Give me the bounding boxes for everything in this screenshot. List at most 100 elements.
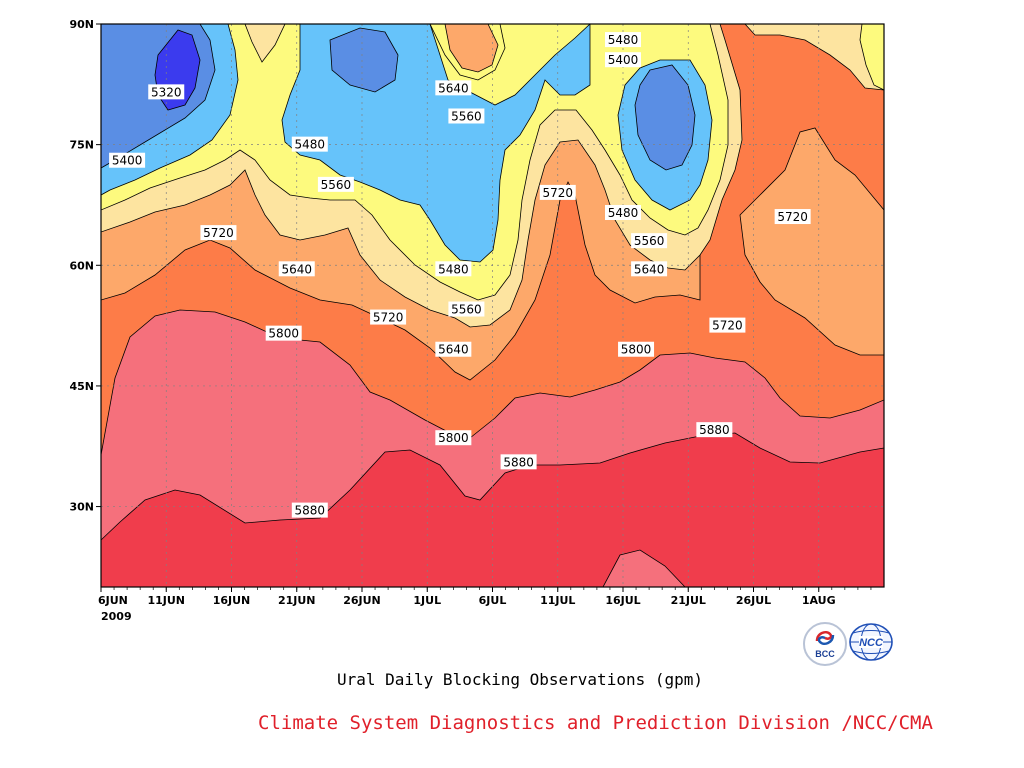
contour-label-box	[291, 136, 328, 152]
contour-label: 5640	[631, 261, 668, 277]
contour-label-box	[605, 52, 641, 68]
contour-label-box	[278, 261, 315, 277]
contour-labels: 5320 5400 5480 5560 5720 5640 5800 5720 5880 5640…	[109, 32, 811, 518]
contour-label: 5880	[500, 454, 537, 470]
contour-label-text: 5800	[268, 327, 299, 341]
contour-label-box	[435, 430, 472, 446]
ncc-globe-icon: NCC	[849, 623, 893, 661]
contour-label-box	[631, 261, 668, 277]
x-tick-label: 21JUN	[278, 594, 316, 607]
contour-label-text: 5640	[281, 262, 312, 276]
grid-lines	[101, 24, 884, 587]
contour-label: 5480	[435, 261, 472, 277]
contour-label-text: 5480	[608, 33, 639, 47]
contour-label-text: 5560	[451, 109, 482, 123]
x-tick-label: 6JUL	[479, 594, 507, 607]
contour-label-text: 5800	[621, 343, 652, 357]
contour-label: 5480	[291, 136, 328, 152]
contour-label-box	[696, 422, 733, 438]
contour-label-text: 5720	[712, 319, 743, 333]
contour-label: 5880	[291, 502, 328, 518]
contour-label: 5640	[435, 80, 472, 96]
contour-label-box	[631, 233, 668, 249]
contour-label-box	[605, 32, 641, 48]
contour-label-text: 5480	[295, 138, 326, 152]
contour-label-box	[774, 209, 811, 225]
contour-label-box	[200, 225, 237, 241]
contour-label-box	[448, 108, 485, 124]
y-tick-label: 30N	[69, 501, 94, 514]
contour-label: 5800	[618, 341, 655, 357]
contour-label-box	[148, 84, 185, 100]
contour-label-box	[265, 325, 302, 341]
band-5400-5480	[101, 24, 713, 263]
x-tick-label: 1JUL	[413, 594, 441, 607]
contour-label-text: 5400	[608, 53, 639, 67]
contour-label-text: 5480	[438, 262, 469, 276]
contour-label-text: 5560	[321, 178, 352, 192]
band-north-edge-orange	[444, 24, 499, 73]
contour-label: 5400	[605, 52, 641, 68]
contour-label-text: 5880	[503, 455, 534, 469]
contour-label: 5720	[200, 225, 237, 241]
contour-label: 5560	[317, 176, 354, 192]
x-tick-label: 16JUN	[213, 594, 251, 607]
contour-label-text: 5480	[608, 206, 639, 220]
x-axis-year-label: 2009	[101, 610, 132, 623]
footer-credit: Climate System Diagnostics and Predictio…	[258, 712, 933, 734]
ncc-logo-text: NCC	[859, 637, 884, 649]
contour-label-box	[709, 317, 746, 333]
band-north-edge-yellow-2	[859, 24, 884, 91]
band-5320-5400	[101, 24, 696, 171]
chart-plot: 90N 75N 60N 45N 30N 6JUN 11JUN 16JUN 21JUN 26JUN…	[69, 18, 885, 623]
contour-label: 5480	[605, 205, 641, 221]
y-axis: 90N 75N 60N 45N 30N	[69, 18, 101, 514]
contour-label-box	[317, 176, 354, 192]
contour-label: 5800	[265, 325, 302, 341]
contour-label-box	[605, 205, 641, 221]
band-5800-5880-south	[602, 549, 686, 587]
contour-label-text: 5720	[373, 311, 404, 325]
contour-label-text: 5720	[777, 210, 808, 224]
contour-label-text: 5400	[112, 154, 143, 168]
contour-label: 5480	[605, 32, 641, 48]
contour-label: 5640	[435, 341, 472, 357]
y-tick-label: 45N	[69, 380, 94, 393]
x-tick-label: 26JUN	[343, 594, 381, 607]
contour-label-text: 5880	[699, 423, 730, 437]
contour-label-box	[435, 341, 472, 357]
ncc-logo: NCC	[848, 622, 893, 662]
chart-title: Ural Daily Blocking Observations (gpm)	[336, 670, 704, 689]
contour-label: 5720	[539, 184, 576, 200]
x-axis: 6JUN 11JUN 16JUN 21JUN 26JUN 1JUL 6JUL 11JUL 16J…	[98, 587, 872, 607]
x-tick-label: 11JUL	[540, 594, 575, 607]
contour-label-box	[291, 502, 328, 518]
contour-label-box	[109, 152, 146, 168]
contour-label-box	[435, 80, 472, 96]
x-tick-label: 21JUL	[671, 594, 706, 607]
x-tick-label: 6JUN	[98, 594, 128, 607]
contour-label: 5720	[774, 209, 811, 225]
contour-label-text: 5640	[438, 343, 469, 357]
contour-label-text: 5640	[438, 81, 469, 95]
contour-label-box	[370, 309, 407, 325]
contour-label: 5880	[696, 422, 733, 438]
contour-label: 5640	[278, 261, 315, 277]
contour-label-box	[435, 261, 472, 277]
x-tick-label: 16JUL	[605, 594, 640, 607]
contour-label-text: 5720	[542, 186, 573, 200]
contour-label-box	[618, 341, 655, 357]
x-tick-label: 1AUG	[802, 594, 836, 607]
contour-label-text: 5560	[634, 234, 665, 248]
contour-label-text: 5320	[151, 85, 182, 99]
band-north-edge-tan	[244, 24, 884, 91]
contour-label-text: 5880	[295, 504, 326, 518]
y-tick-label: 90N	[69, 18, 94, 31]
y-tick-label: 75N	[69, 139, 94, 152]
contour-label-text: 5720	[203, 226, 234, 240]
y-tick-label: 60N	[69, 259, 94, 272]
contour-label: 5400	[109, 152, 146, 168]
contour-label: 5720	[709, 317, 746, 333]
contour-label-box	[448, 301, 485, 317]
contour-label: 5560	[448, 108, 485, 124]
